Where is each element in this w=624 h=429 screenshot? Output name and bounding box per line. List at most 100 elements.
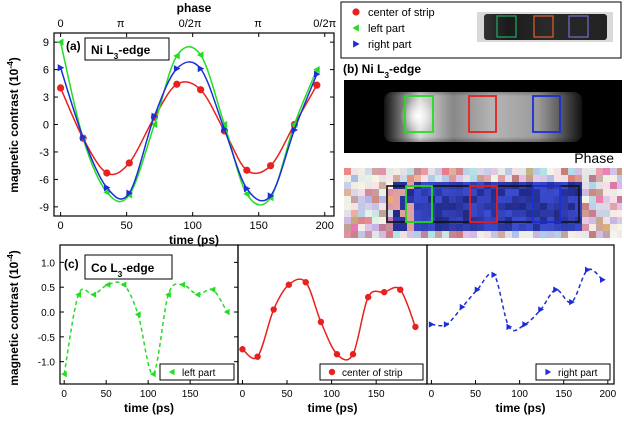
phase-pixel [505,210,512,217]
phase-pixel [372,196,379,203]
phase-pixel [603,196,610,203]
phase-pixel [505,224,512,231]
co_left-legend-frame [159,363,235,381]
phase-pixel [365,231,372,238]
phase-pixel [421,224,428,231]
top-tick-label: π [254,18,262,30]
phase-pixel [414,231,421,238]
phase-pixel [561,175,568,182]
phase-pixel [379,196,386,203]
phase-pixel [379,182,386,189]
phase-pixel [421,203,428,210]
phase-pixel [533,196,540,203]
amplitude-fade [344,80,622,153]
phase-pixel [582,168,589,175]
phase-pixel [498,231,505,238]
phase-pixel [470,196,477,203]
phase-pixel [519,168,526,175]
ni-point-0-11 [313,81,321,89]
phase-pixel [463,189,470,196]
phase-pixel [526,189,533,196]
phase-pixel [582,224,589,231]
phase-pixel [372,175,379,182]
phase-pixel [568,168,575,175]
phase-pixel [512,217,519,224]
phase-pixel [407,210,414,217]
phase-pixel [477,203,484,210]
co_right-point-0-10 [584,266,591,274]
phase-pixel [414,217,421,224]
phase-pixel [498,168,505,175]
phase-pixel [512,189,519,196]
phase-pixel [344,175,351,182]
phase-pixel [519,224,526,231]
ni-ytick-label: 3 [43,92,49,104]
co_center-point-0-6 [333,351,341,358]
co_right-xtick-label: 0 [429,389,435,400]
co_center-point-0-2 [270,306,277,313]
phase-pixel [414,210,421,217]
phase-pixel [512,231,519,238]
phase-pixel [372,210,379,217]
phase-pixel [435,231,442,238]
ni-xlabel: time (ps) [169,233,219,247]
phase-pixel [533,168,540,175]
ni-point-1-4 [150,120,158,129]
phase-pixel [526,217,533,224]
phase-pixel [421,210,428,217]
co_center-xtick-label: 0 [240,389,246,400]
panel-label-a: (a) [66,39,81,53]
phase-pixel [568,231,575,238]
phase-pixel [365,189,372,196]
phase-pixel [526,231,533,238]
phase-pixel [393,189,400,196]
top-tick-label: 0/2π [179,18,202,30]
phase-pixel [596,168,603,175]
phase-pixel [379,217,386,224]
phase-pixel [505,217,512,224]
phase-pixel [407,168,414,175]
phase-pixel [421,217,428,224]
co_right-point-0-1 [443,321,450,328]
phase-pixel [449,217,456,224]
co_right-point-0-0 [428,321,435,328]
phase-pixel [358,168,365,175]
phase-pixel [372,182,379,189]
phase-pixel [477,231,484,238]
phase-pixel [617,189,622,196]
phase-pixel [589,182,596,189]
phase-pixel [414,189,421,196]
phase-pixel [498,189,505,196]
phase-pixel [449,231,456,238]
phase-pixel [568,196,575,203]
phase-pixel [561,224,568,231]
ni-point-2-5 [173,65,181,73]
phase-pixel [540,224,547,231]
phase-pixel [393,224,400,231]
phase-pixel [603,168,610,175]
ni-ytick-label: -6 [39,174,49,186]
phase-pixel [393,217,400,224]
phase-pixel [372,168,379,175]
phase-label: Phase [574,150,614,166]
co_left-xtick-label: 150 [182,389,199,400]
phase-pixel [365,175,372,182]
phase-pixel [568,210,575,217]
phase-pixel [610,224,617,231]
ni-point-1-6 [197,51,204,59]
co_center-xlabel: time (ps) [307,401,357,415]
phase-pixel [617,168,622,175]
phase-pixel [540,196,547,203]
co-ylabel: magnetic contrast (10-4) [5,250,21,386]
co_left-ytick-label: -0.5 [38,333,56,344]
phase-pixel [463,175,470,182]
phase-pixel [519,217,526,224]
co_right-frame [426,244,615,385]
phase-pixel [498,196,505,203]
phase-pixel [386,189,393,196]
phase-pixel [512,224,519,231]
ni-point-0-8 [243,166,251,174]
phase-pixel [358,203,365,210]
phase-pixel [582,196,589,203]
co_right-xtick-label: 150 [555,389,572,400]
